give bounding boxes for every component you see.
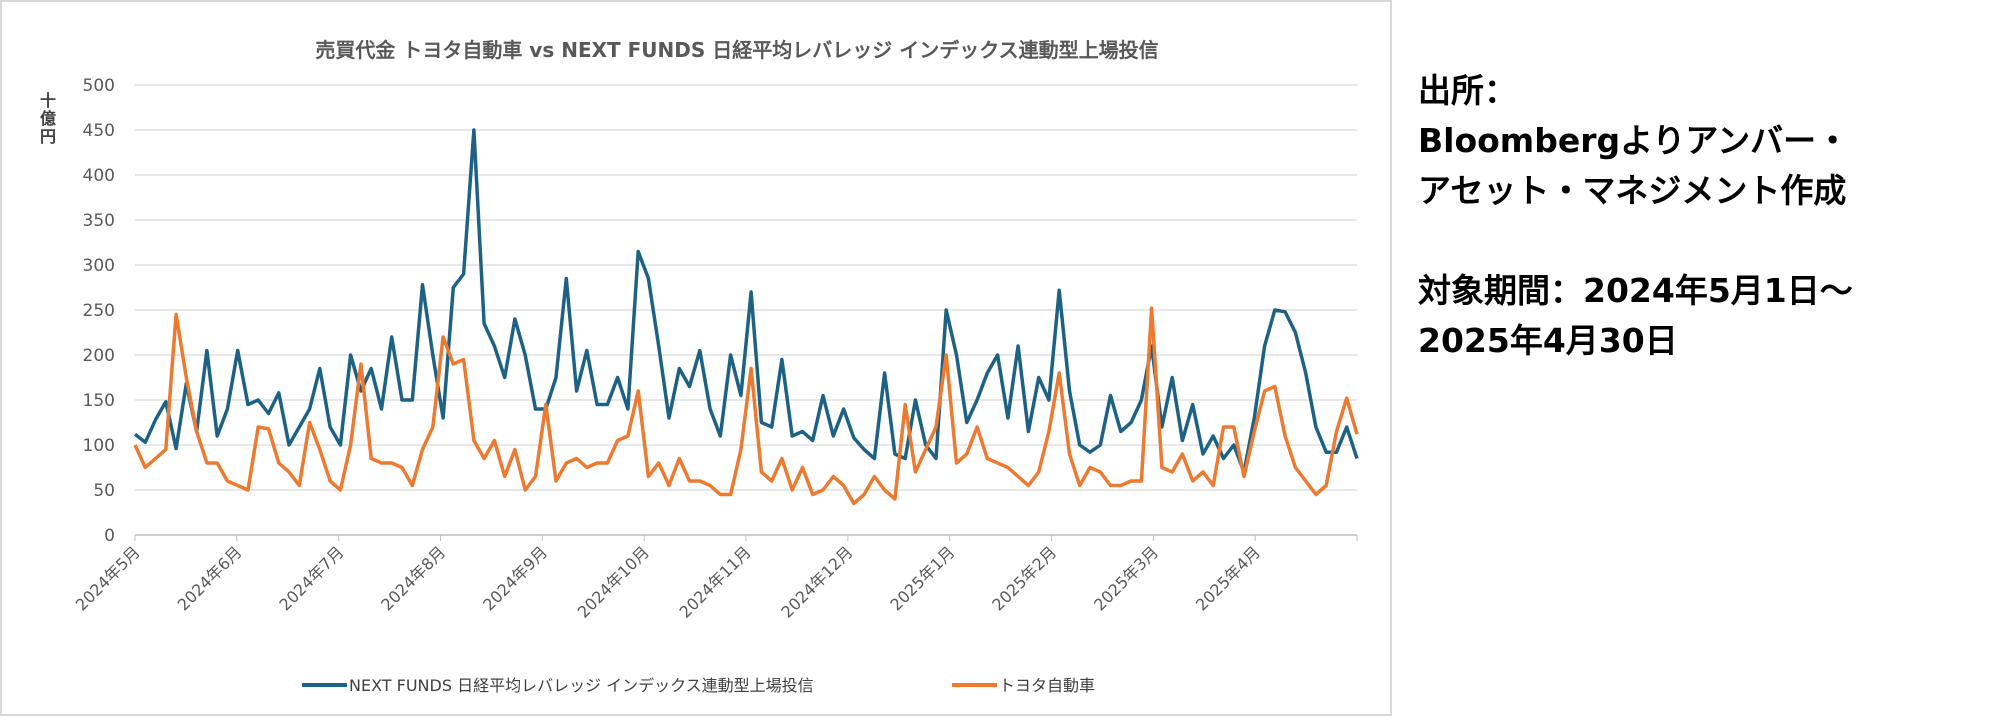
y-tick-label: 0 — [104, 526, 115, 546]
x-tick-label: 2025年2月 — [988, 542, 1060, 614]
series-line-toyota — [133, 306, 1359, 506]
source-label: 出所： — [1418, 71, 1517, 110]
legend-label: NEXT FUNDS 日経平均レバレッジ インデックス連動型上場投信 — [349, 676, 814, 695]
x-tick-label: 2025年1月 — [886, 542, 958, 614]
chart-title: 売買代金 トヨタ自動車 vs NEXT FUNDS 日経平均レバレッジ インデッ… — [315, 38, 1158, 62]
x-tick-label: 2024年5月 — [72, 542, 144, 614]
x-tick-label: 2024年12月 — [777, 542, 856, 621]
x-tick-label: 2024年9月 — [479, 542, 551, 614]
x-tick-label: 2024年8月 — [377, 542, 449, 614]
y-tick-label: 500 — [83, 76, 115, 96]
legend-label: トヨタ自動車 — [999, 676, 1095, 695]
y-tick-label: 250 — [83, 301, 115, 321]
x-tick-label: 2024年10月 — [574, 542, 653, 621]
source-text: Bloombergよりアンバー・ — [1418, 121, 1850, 160]
y-tick-label: 150 — [83, 391, 115, 411]
chart-area: 売買代金 トヨタ自動車 vs NEXT FUNDS 日経平均レバレッジ インデッ… — [0, 0, 1392, 716]
x-tick-label: 2024年11月 — [676, 542, 755, 621]
source-note: 出所： Bloombergよりアンバー・ アセット・マネジメント作成 対象期間：… — [1418, 66, 1853, 366]
line-chart: 売買代金 トヨタ自動車 vs NEXT FUNDS 日経平均レバレッジ インデッ… — [72, 38, 1359, 695]
y-tick-label: 50 — [93, 481, 115, 501]
y-tick-label: 200 — [83, 346, 115, 366]
y-tick-label: 400 — [83, 166, 115, 186]
period-text-cont: 2025年4月30日 — [1418, 321, 1678, 360]
y-tick-label: 300 — [83, 256, 115, 276]
x-tick-label: 2025年3月 — [1090, 542, 1162, 614]
x-tick-label: 2024年6月 — [174, 542, 246, 614]
y-axis-label: 十億円 — [37, 92, 56, 146]
source-text-cont: アセット・マネジメント作成 — [1418, 171, 1847, 210]
y-tick-label: 100 — [83, 436, 115, 456]
x-tick-label: 2024年7月 — [275, 542, 347, 614]
period-text: 対象期間：2024年5月1日～ — [1418, 271, 1853, 310]
y-tick-label: 450 — [83, 121, 115, 141]
x-tick-label: 2025年4月 — [1192, 542, 1264, 614]
y-tick-label: 350 — [83, 211, 115, 231]
